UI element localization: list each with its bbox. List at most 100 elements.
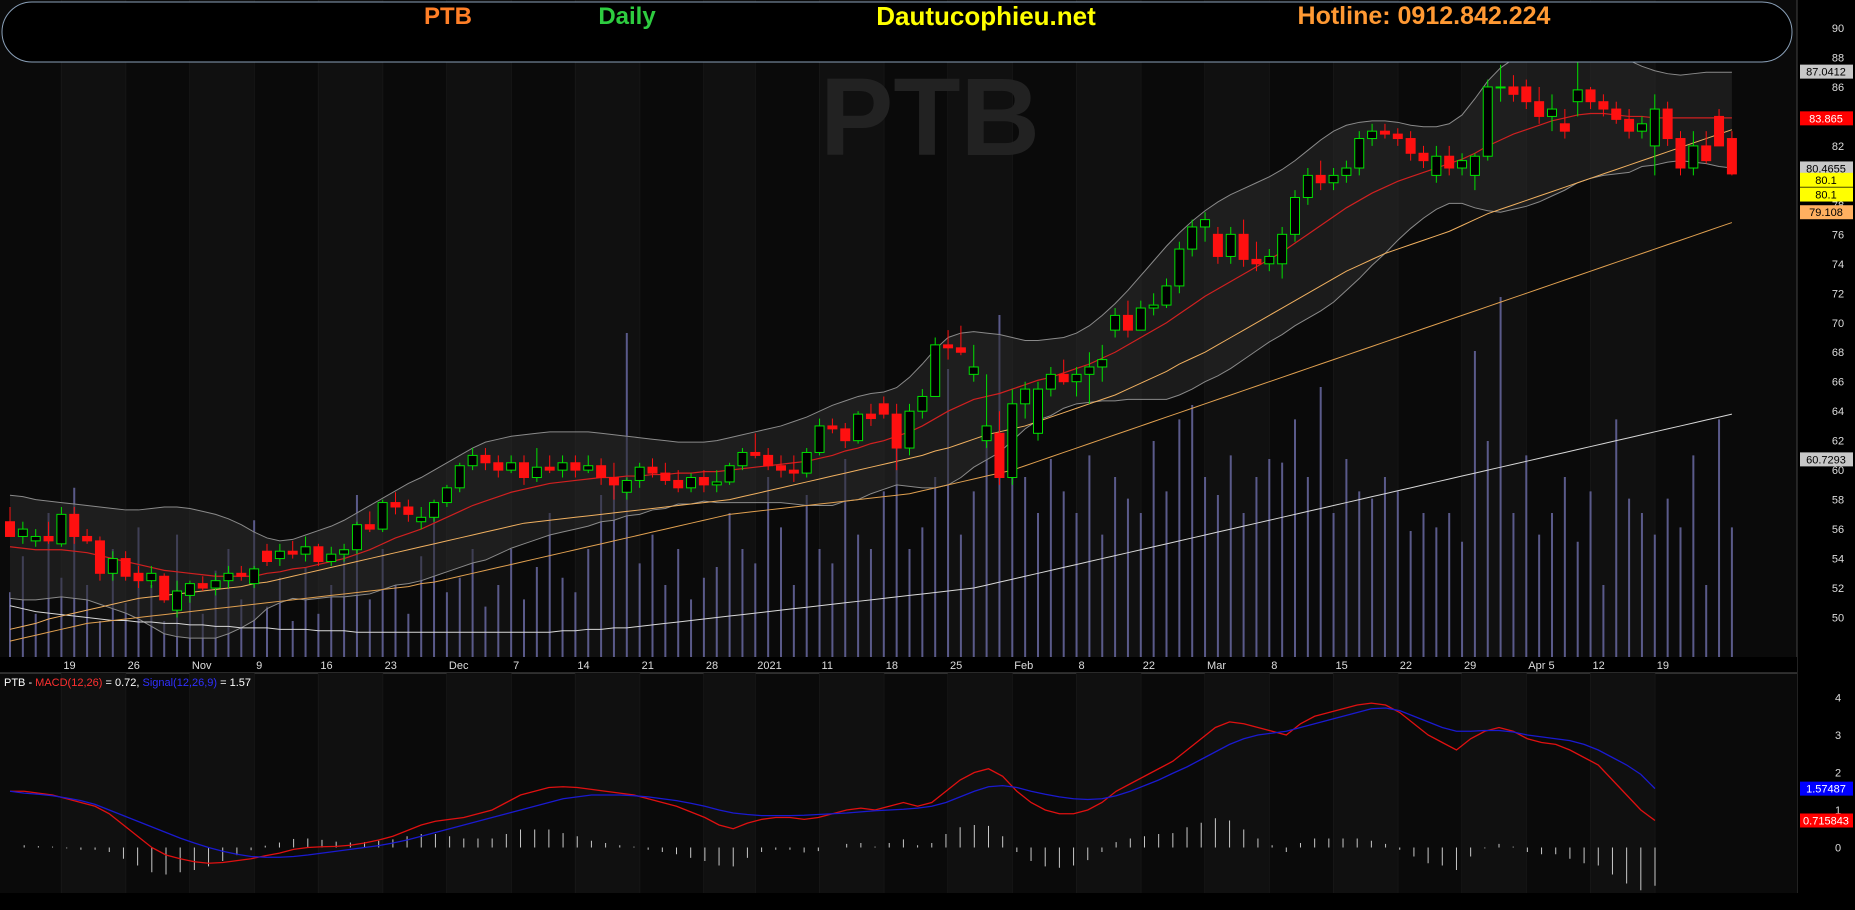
macd-tick-label: 0 [1835, 843, 1841, 855]
price-grid-band [948, 0, 1013, 657]
price-label-box [1800, 187, 1853, 202]
candle-body [1277, 233, 1288, 265]
candle-body [1084, 366, 1095, 375]
candle-body [262, 550, 272, 563]
candle-body [172, 590, 183, 611]
candle-body [249, 568, 260, 585]
candle-body [1405, 138, 1416, 154]
candle-body [519, 462, 529, 479]
macd-legend-signal: Signal(12,26,9) [142, 677, 217, 689]
candle-body [596, 465, 607, 479]
time-tick-label: 8 [1079, 660, 1085, 672]
macd-legend-macd-value: = 0.72, [102, 677, 142, 689]
candle-body [1714, 115, 1725, 147]
time-tick-label: 19 [63, 660, 75, 672]
candle-body [1200, 219, 1211, 228]
candle-body [994, 432, 1005, 479]
candle-body [1379, 130, 1390, 135]
candle-body [454, 465, 465, 489]
candle-body [1148, 304, 1159, 309]
candle-body [1572, 89, 1583, 103]
candle-body [608, 477, 619, 486]
candle-body [1559, 123, 1570, 132]
candle-body [647, 466, 658, 474]
price-tick-label: 60 [1832, 465, 1844, 477]
time-tick-label: 12 [1593, 660, 1605, 672]
macd-legend: PTB - MACD(12,26) = 0.72, Signal(12,26,9… [4, 677, 251, 689]
time-tick-label: 26 [128, 660, 140, 672]
macd-grid-band [1205, 673, 1270, 893]
candle-body [1007, 403, 1018, 479]
price-tick-label: 72 [1832, 288, 1844, 300]
macd-grid [60, 673, 1656, 893]
time-tick-label: Feb [1014, 660, 1033, 672]
time-tick-label: 28 [706, 660, 718, 672]
candle-body [1264, 255, 1275, 265]
price-tick-label: 82 [1832, 141, 1844, 153]
candle-body [210, 580, 221, 589]
candle-body [1212, 233, 1223, 257]
candle-body [1122, 314, 1133, 331]
candle-body [930, 344, 941, 397]
time-tick-label: 7 [513, 660, 519, 672]
price-grid-band [575, 0, 640, 657]
candle-body [146, 572, 157, 582]
candle-body [364, 524, 375, 530]
candle-body [390, 502, 401, 508]
candle-body [1328, 174, 1339, 184]
candle-body [1598, 101, 1609, 110]
macd-legend-macd: MACD(12,26) [35, 677, 102, 689]
candle-body [274, 550, 285, 560]
time-axis: 19 26 Nov 9 16 23 Dec 7 14 21 28 2021 11 18 25 Feb 8 22 Ma… [63, 660, 1669, 672]
price-tick-label: 90 [1832, 23, 1844, 35]
price-tick-label: 52 [1832, 583, 1844, 595]
candle-body [827, 425, 838, 430]
time-tick-label: Apr 5 [1528, 660, 1554, 672]
candle-body [69, 513, 80, 537]
price-label-box [1800, 172, 1853, 187]
time-tick-label: Mar [1207, 660, 1226, 672]
candle-body [891, 413, 902, 449]
candle-body [1161, 285, 1172, 306]
time-tick-label: Nov [192, 660, 212, 672]
bollinger-upper-line [9, 45, 1732, 542]
price-label-box [1800, 111, 1853, 126]
candle-body [1110, 314, 1121, 331]
candle-body [94, 540, 105, 574]
header-symbol: PTB [424, 3, 472, 30]
macd-tick-label: 2 [1835, 768, 1841, 780]
candle-body [1624, 118, 1635, 132]
macd-histogram [23, 818, 1656, 891]
candle-body [776, 465, 786, 471]
price-grid-band [819, 0, 884, 657]
price-label-text: 80.1 [1815, 175, 1836, 187]
candle-body [570, 462, 581, 471]
macd-label-text: 1.57487 [1806, 784, 1846, 796]
price-tick-label: 86 [1832, 82, 1844, 94]
candle-body [711, 481, 722, 486]
macd-label-box [1800, 813, 1853, 828]
candle-body [1225, 233, 1236, 257]
candle-body [750, 451, 761, 456]
price-tick-label: 64 [1832, 406, 1844, 418]
macd-grid-band [1462, 673, 1527, 893]
time-tick-label: 18 [886, 660, 898, 672]
price-label-box [1800, 205, 1853, 220]
candle-body [698, 477, 709, 486]
candle-body [339, 549, 350, 555]
candle-body [197, 583, 208, 589]
candle-body [1302, 174, 1313, 198]
candle-body [763, 454, 774, 467]
macd-grid-band [703, 673, 756, 893]
candle-body [621, 479, 632, 493]
macd-grid-band [318, 673, 383, 893]
price-label-text: 79.108 [1809, 207, 1843, 219]
candle-body [1367, 130, 1378, 140]
macd-grid-band [61, 673, 126, 893]
candle-body [878, 403, 889, 415]
candle-body [480, 454, 491, 464]
candle-body [1341, 167, 1352, 176]
price-tick-label: 70 [1832, 318, 1844, 330]
macd-grid-band [575, 673, 640, 893]
